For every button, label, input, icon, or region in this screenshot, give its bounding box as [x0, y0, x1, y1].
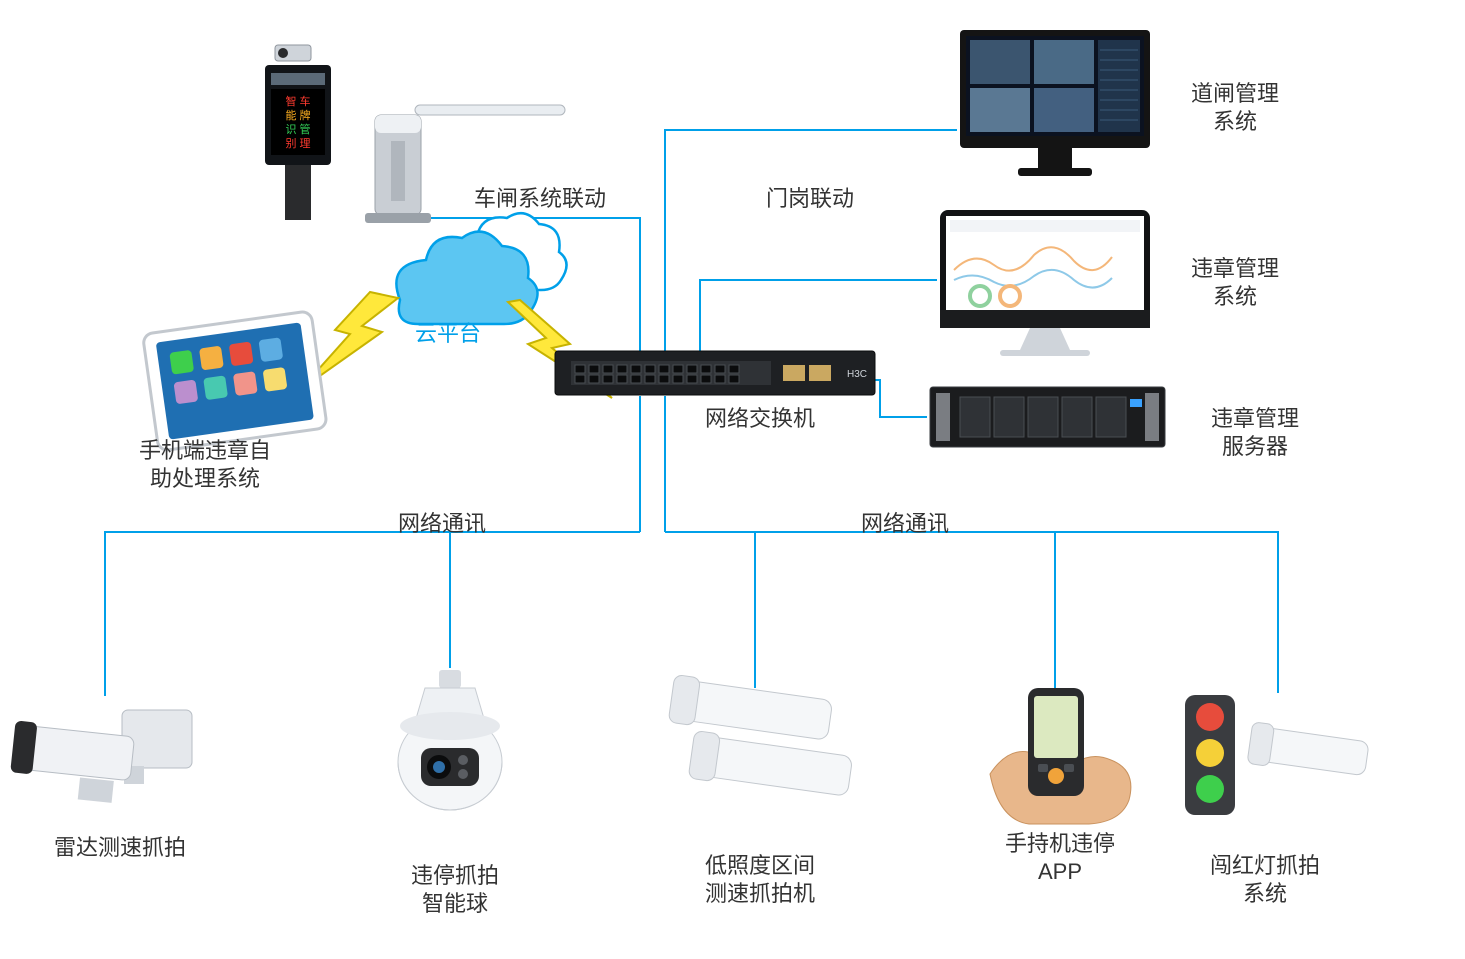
dome-label: 违停抓拍 智能球: [380, 862, 530, 917]
edge-guard-label: 门岗联动: [740, 185, 880, 213]
switch-label: 网络交换机: [680, 405, 840, 433]
edge-gate-label: 车闸系统联动: [450, 185, 630, 213]
cloud-label: 云平台: [408, 320, 488, 348]
handheld-label: 手持机违停 APP: [975, 830, 1145, 885]
imac-label: 违章管理 系统: [1165, 255, 1305, 310]
server-label: 违章管理 服务器: [1185, 405, 1325, 460]
edge-net-right: 网络通讯: [835, 510, 975, 538]
radar-label: 雷达测速抓拍: [30, 834, 210, 862]
redlight-label: 闯红灯抓拍 系统: [1175, 852, 1355, 907]
edge-net-left: 网络通讯: [372, 510, 512, 538]
phone-label: 手机端违章自 助处理系统: [105, 437, 305, 492]
monitor-label: 道闸管理 系统: [1165, 80, 1305, 135]
lowlight-label: 低照度区间 测速抓拍机: [660, 852, 860, 907]
